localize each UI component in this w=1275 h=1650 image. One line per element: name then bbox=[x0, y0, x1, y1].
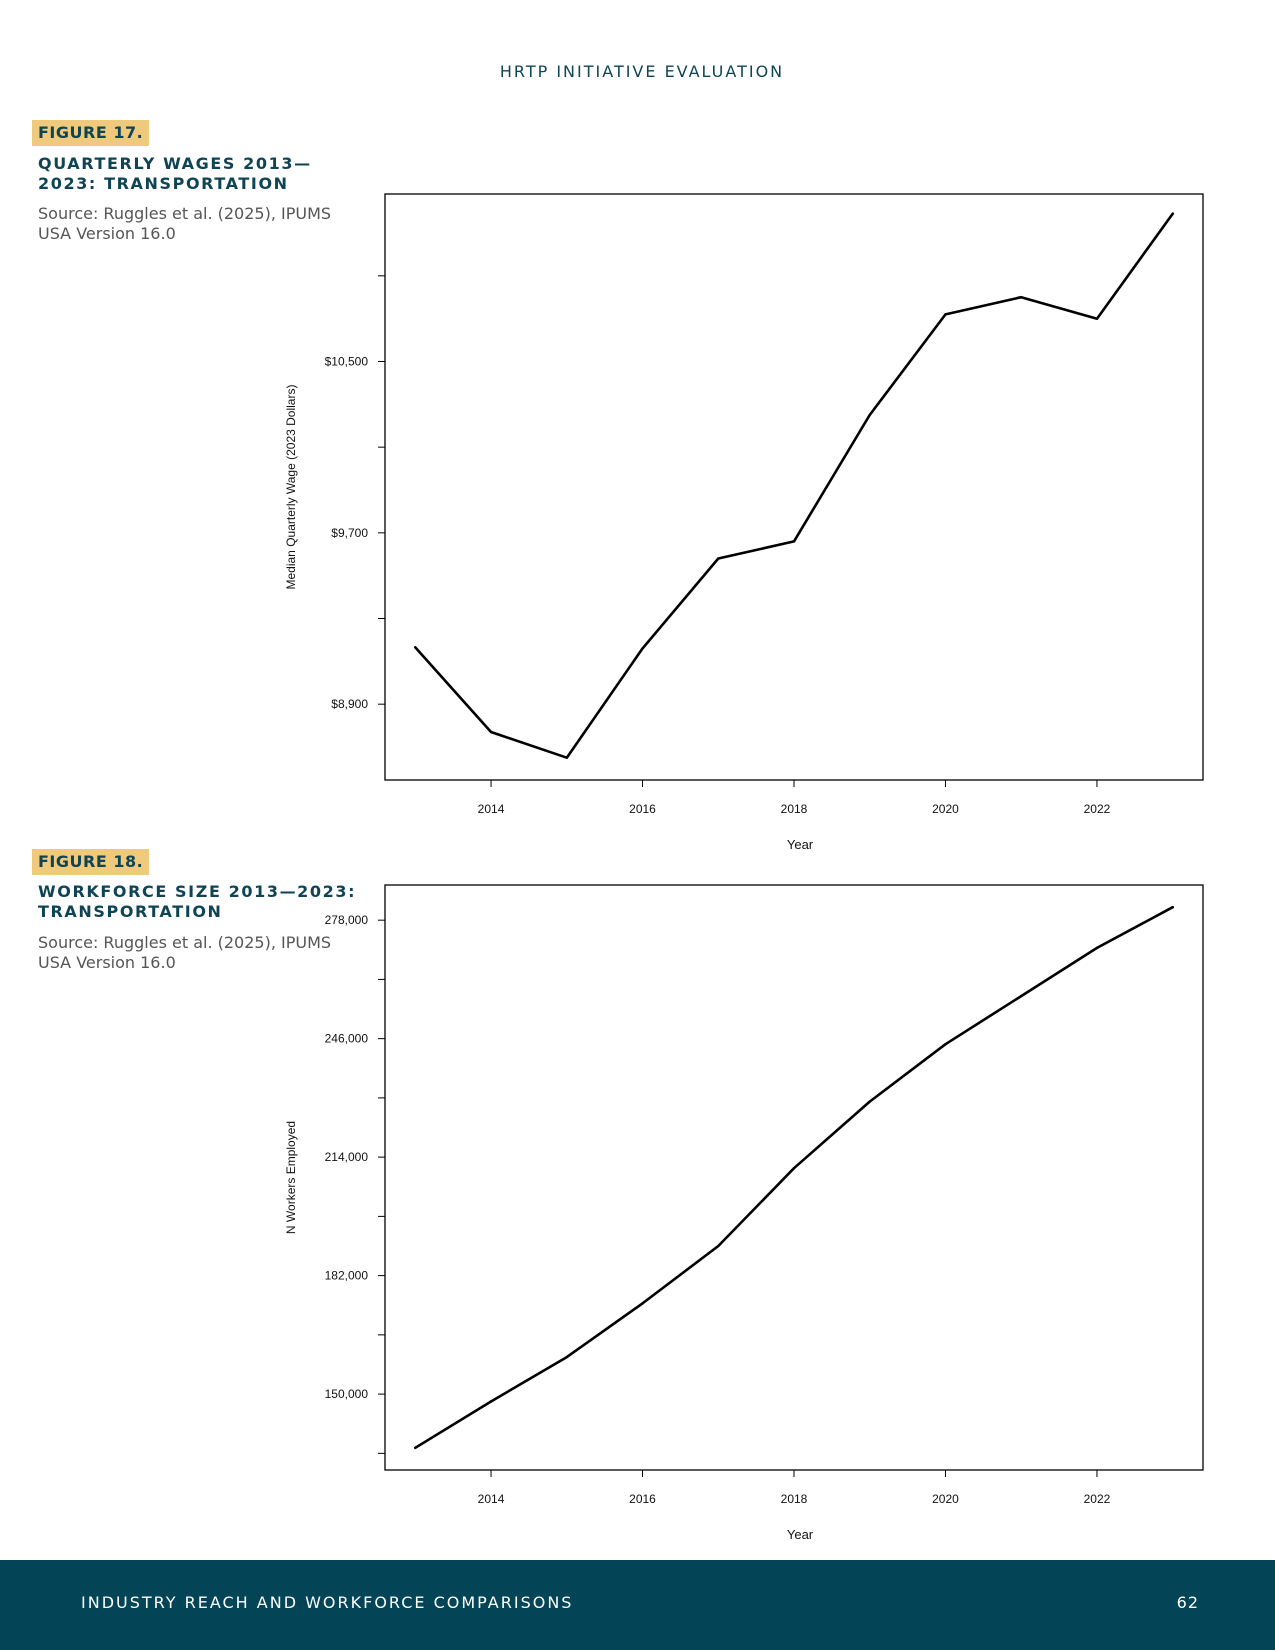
x-tick-label: 2018 bbox=[781, 1492, 808, 1506]
data-point bbox=[868, 413, 871, 417]
y-tick-label: $9,700 bbox=[331, 526, 368, 540]
figure-17-label: FIGURE 17. bbox=[32, 120, 150, 146]
data-point bbox=[717, 1244, 720, 1248]
data-point bbox=[944, 1043, 947, 1046]
workforce-line-chart: 2014 2016 2018 2020 2022 150,000 182,000 214,00… bbox=[284, 884, 1204, 1542]
x-tick-label: 2016 bbox=[629, 802, 656, 816]
data-point bbox=[565, 756, 568, 759]
figure-18-title: WORKFORCE SIZE 2013—2023: TRANSPORTATION bbox=[38, 882, 357, 921]
running-header: HRTP INITIATIVE EVALUATION bbox=[499, 62, 785, 81]
plot-frame bbox=[384, 193, 1204, 781]
data-point bbox=[641, 647, 644, 650]
figure-18-label: FIGURE 18. bbox=[32, 849, 150, 875]
y-tick-label: $8,900 bbox=[331, 697, 368, 711]
y-axis-label: Median Quarterly Wage (2023 Dollars) bbox=[284, 385, 298, 590]
y-tick-label: 182,000 bbox=[325, 1269, 369, 1283]
y-tick-label: 278,000 bbox=[325, 913, 369, 927]
footer-section-title: INDUSTRY REACH AND WORKFORCE COMPARISONS bbox=[81, 1593, 574, 1612]
x-tick-label: 2014 bbox=[478, 802, 505, 816]
y-axis-label: N Workers Employed bbox=[284, 1121, 298, 1234]
data-point bbox=[489, 1400, 493, 1403]
x-tick-label: 2016 bbox=[629, 1492, 656, 1506]
figure-17-title: QUARTERLY WAGES 2013—2023: TRANSPORTATIO… bbox=[38, 154, 312, 193]
y-tick-label: $10,500 bbox=[325, 354, 369, 368]
y-tick-label: 214,000 bbox=[325, 1150, 369, 1164]
data-point bbox=[414, 1446, 417, 1449]
data-point bbox=[641, 1302, 644, 1305]
x-tick-label: 2020 bbox=[932, 1492, 959, 1506]
data-point bbox=[1171, 212, 1174, 215]
data-point bbox=[1020, 994, 1023, 998]
plot-frame bbox=[384, 884, 1204, 1471]
data-point bbox=[565, 1355, 568, 1359]
data-point bbox=[1171, 906, 1174, 909]
page-footer: INDUSTRY REACH AND WORKFORCE COMPARISONS… bbox=[0, 1560, 1275, 1650]
data-point bbox=[1020, 296, 1023, 299]
data-point bbox=[414, 646, 417, 649]
x-tick-label: 2022 bbox=[1084, 802, 1111, 816]
data-point bbox=[1095, 317, 1099, 320]
page-number: 62 bbox=[1176, 1593, 1199, 1612]
x-tick-label: 2022 bbox=[1084, 1492, 1111, 1506]
figure-17-source: Source: Ruggles et al. (2025), IPUMS USA… bbox=[38, 204, 332, 243]
series-line bbox=[413, 212, 1174, 760]
y-tick-label: 150,000 bbox=[325, 1387, 369, 1401]
x-axis-label: Year bbox=[787, 837, 814, 852]
data-point bbox=[717, 557, 720, 560]
data-point bbox=[868, 1100, 871, 1103]
wages-line-chart: 2014 2016 2018 2020 2022 $8,900 $9,700 $10,500 Y… bbox=[284, 193, 1204, 852]
data-point bbox=[944, 313, 947, 316]
figure-18-source: Source: Ruggles et al. (2025), IPUMS USA… bbox=[38, 933, 332, 972]
data-point bbox=[792, 1167, 796, 1170]
data-point bbox=[1095, 946, 1099, 950]
x-tick-label: 2020 bbox=[932, 802, 959, 816]
data-point bbox=[489, 730, 493, 734]
data-point bbox=[792, 540, 796, 543]
series-line bbox=[413, 905, 1174, 1450]
y-tick-label: 246,000 bbox=[325, 1032, 369, 1046]
x-tick-label: 2018 bbox=[781, 802, 808, 816]
x-axis-label: Year bbox=[787, 1527, 814, 1542]
x-tick-label: 2014 bbox=[478, 1492, 505, 1506]
